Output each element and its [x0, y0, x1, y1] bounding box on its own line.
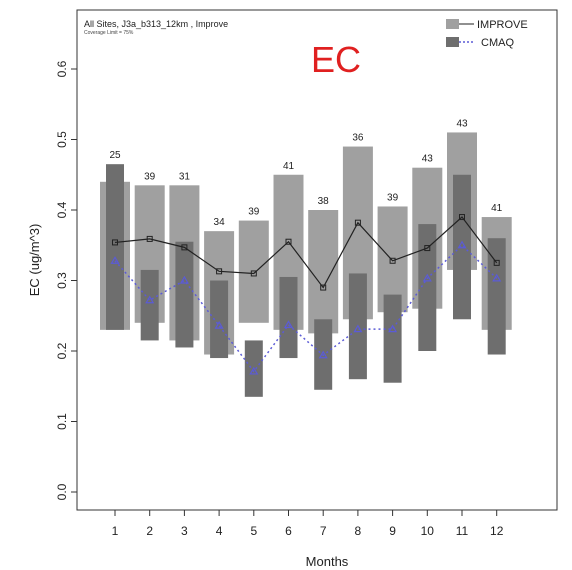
y-tick-label-0.5: 0.5: [55, 131, 69, 148]
improve-median-point-month-11: [459, 214, 465, 221]
y-tick-label-0.4: 0.4: [55, 201, 69, 218]
cmaq-box-month-3: [175, 241, 194, 348]
x-tick-label-11: 11: [456, 524, 469, 538]
count-label-month-1: 25: [109, 150, 121, 161]
improve-median-point-month-4: [216, 268, 223, 275]
y-tick-label-0.6: 0.6: [55, 60, 69, 77]
cmaq-box-month-6: [279, 276, 298, 359]
count-label-month-12: 41: [491, 203, 503, 214]
count-label-month-6: 41: [283, 161, 295, 172]
boxes-layer: [100, 132, 512, 397]
cmaq-median-point-month-3: [179, 275, 189, 284]
improve-median-point-month-1: [112, 239, 118, 246]
x-tick-label-1: 1: [112, 524, 119, 538]
cmaq-median-line: [114, 244, 498, 373]
cmaq-median-point-month-1: [110, 256, 120, 264]
improve-box-month-7: [308, 210, 339, 334]
cmaq-box-month-11: [453, 174, 471, 320]
legend-label-cmaq: CMAQ: [481, 37, 514, 49]
cmaq-box-month-4: [210, 280, 229, 359]
improve-median-point-month-7: [320, 284, 327, 291]
improve-median-line: [114, 216, 498, 289]
x-tick-label-9: 9: [389, 524, 396, 538]
x-tick-label-4: 4: [216, 524, 223, 538]
x-tick-label-3: 3: [181, 524, 188, 538]
improve-median-point-month-5: [250, 270, 257, 277]
y-tick-label-0.1: 0.1: [55, 413, 69, 430]
improve-median-point-month-3: [181, 244, 188, 251]
cmaq-median-point-month-2: [145, 295, 155, 304]
improve-median-point-month-9: [389, 257, 396, 264]
x-tick-label-8: 8: [355, 524, 362, 538]
count-label-month-10: 43: [422, 154, 434, 165]
cmaq-box-month-10: [418, 224, 437, 351]
count-label-month-8: 36: [352, 133, 364, 144]
count-label-month-4: 34: [214, 217, 226, 228]
cmaq-median-point-month-5: [249, 366, 259, 375]
chart-subtitle: All Sites, J3a_b313_12km , Improve: [84, 19, 228, 29]
cmaq-median-point-month-9: [388, 324, 398, 333]
axes-layer: 0.00.10.20.30.40.50.61 2 3 4 5 6 7 8 9 10 11 12: [55, 60, 504, 538]
improve-median-point-month-2: [146, 235, 153, 242]
x-tick-label-10: 10: [421, 524, 435, 538]
count-label-month-11: 43: [456, 118, 468, 129]
y-tick-label-0.2: 0.2: [55, 342, 69, 359]
cmaq-box-month-12: [487, 238, 506, 355]
chart-note: Coverage Limit = 75%: [84, 30, 134, 36]
count-label-month-2: 39: [144, 171, 156, 182]
cmaq-box-month-1: [106, 164, 124, 330]
plot-frame: [76, 9, 558, 511]
count-label-month-9: 39: [387, 192, 399, 203]
x-tick-label-5: 5: [250, 524, 257, 538]
y-tick-label-0.0: 0.0: [55, 483, 69, 500]
improve-box-month-5: [238, 220, 269, 323]
legend-label-improve: IMPROVE: [477, 19, 528, 31]
cmaq-median-point-month-10: [422, 273, 432, 282]
cmaq-median-point-month-11: [457, 240, 467, 249]
x-tick-label-7: 7: [320, 524, 327, 538]
y-axis-title: EC (ug/m^3): [27, 224, 42, 297]
legend-swatch-cmaq: [446, 37, 459, 47]
chart-title: EC: [311, 39, 361, 80]
legend-swatch-improve: [446, 19, 459, 29]
x-tick-label-12: 12: [490, 524, 504, 538]
improve-median-point-month-10: [424, 245, 431, 252]
x-tick-label-2: 2: [146, 524, 153, 538]
improve-median-point-month-12: [493, 259, 500, 266]
cmaq-median-point-month-12: [492, 273, 502, 282]
improve-median-point-month-8: [354, 219, 361, 226]
count-label-month-5: 39: [248, 207, 260, 218]
cmaq-median-point-month-8: [353, 324, 363, 333]
lines-layer: [110, 214, 502, 375]
x-axis-title: Months: [306, 554, 349, 569]
x-tick-label-6: 6: [285, 524, 292, 538]
cmaq-box-month-2: [140, 269, 159, 341]
labels-layer: 25 39 31 34 39 41 38 36 39 43 43 41: [109, 118, 502, 228]
cmaq-median-point-month-4: [214, 320, 224, 329]
count-label-month-7: 38: [318, 196, 330, 207]
cmaq-median-point-month-6: [283, 320, 294, 329]
cmaq-median-point-month-7: [318, 350, 328, 359]
legend: IMPROVE CMAQ: [446, 19, 528, 49]
improve-median-point-month-6: [285, 238, 292, 245]
count-label-month-3: 31: [179, 171, 191, 182]
y-tick-label-0.3: 0.3: [55, 272, 69, 289]
cmaq-box-month-9: [383, 294, 402, 383]
